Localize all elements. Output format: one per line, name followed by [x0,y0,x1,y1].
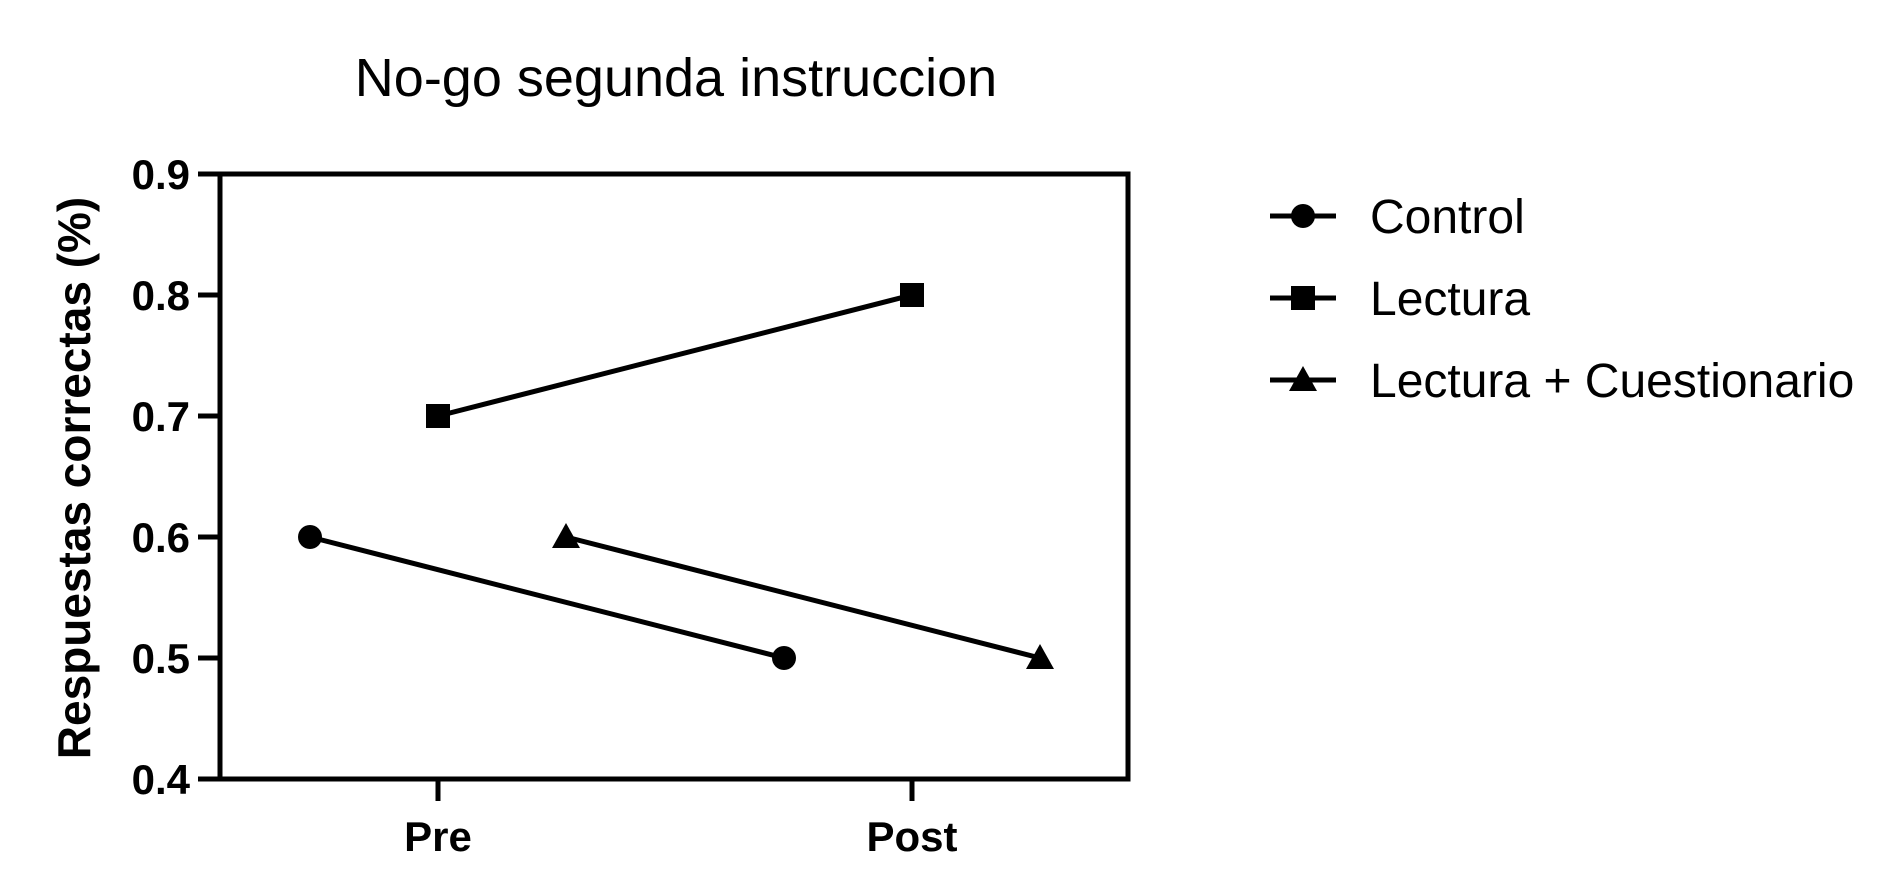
legend-label: Lectura + Cuestionario [1370,355,1854,408]
y-tick-label: 0.6 [132,514,190,561]
y-tick-label: 0.9 [132,151,190,198]
legend-item: Lectura [1270,273,1530,326]
y-tick-label: 0.5 [132,635,190,682]
x-axis: Pre Post [404,779,958,860]
x-tick-label: Post [866,813,957,860]
legend-marker [1289,366,1317,391]
series-line [565,534,1041,661]
legend-label: Lectura [1370,273,1530,326]
y-tick-label: 0.7 [132,393,190,440]
data-point [1026,644,1054,669]
y-axis-label: Respuestas correctas (%) [48,197,100,759]
data-point [900,283,924,307]
series-triangle [552,523,1054,669]
data-point [298,525,322,549]
x-tick-label: Pre [404,813,472,860]
data-point [552,523,580,548]
series-line [437,292,913,419]
legend-item: Control [1270,191,1525,244]
plot-frame [217,171,1131,782]
series-layer [298,283,1054,670]
data-point [772,646,796,670]
y-tick-label: 0.8 [132,272,190,319]
legend-marker [1291,286,1315,310]
series-line [309,534,785,661]
legend-label: Control [1370,191,1525,244]
legend-item: Lectura + Cuestionario [1270,355,1854,408]
series-circle [298,525,796,670]
series-square [426,283,924,428]
y-axis: 0.4 0.5 0.6 0.7 0.8 0.9 [132,151,220,803]
legend: Control Lectura Lectura + Cuestionario [1270,191,1854,408]
data-point [426,404,450,428]
legend-marker [1291,204,1315,228]
y-tick-label: 0.4 [132,756,191,803]
chart-title: No-go segunda instruccion [355,48,997,108]
